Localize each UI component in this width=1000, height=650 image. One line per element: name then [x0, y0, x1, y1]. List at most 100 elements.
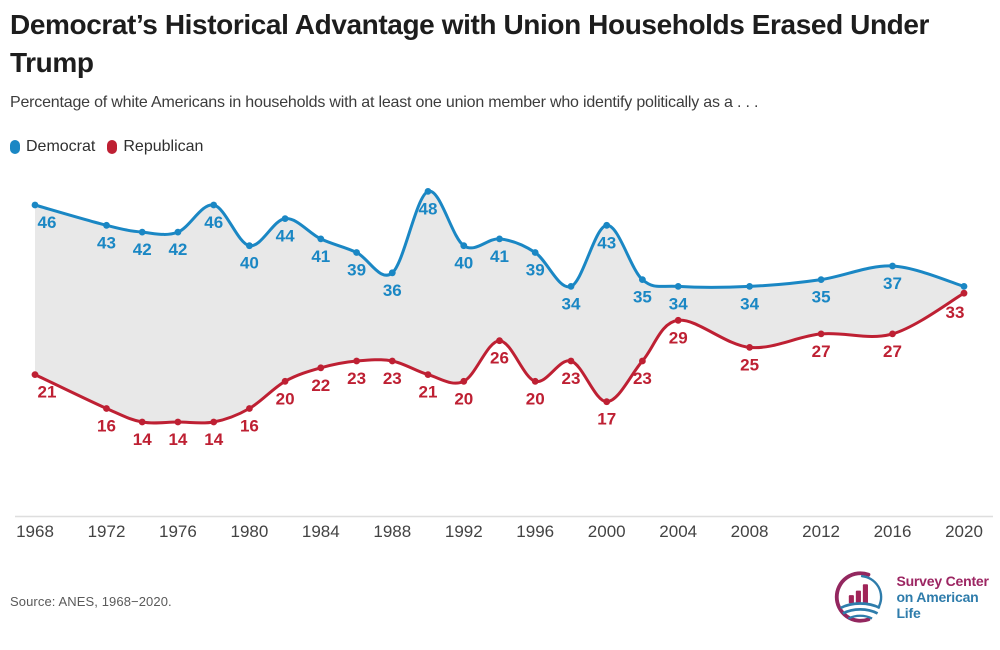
- republican-value-label: 14: [204, 430, 223, 449]
- democrat-point: [889, 262, 896, 270]
- x-tick-label: 1984: [302, 522, 340, 541]
- x-tick-label: 1968: [16, 522, 54, 541]
- democrat-point: [960, 283, 968, 290]
- chart-title: Democrat’s Historical Advantage with Uni…: [10, 9, 930, 78]
- republican-value-label: 23: [562, 369, 581, 388]
- republican-point: [424, 371, 432, 378]
- republican-point: [353, 357, 360, 365]
- democrat-point: [603, 221, 611, 229]
- republican-point: [746, 344, 753, 351]
- republican-value-label: 17: [597, 410, 616, 429]
- republican-point: [103, 405, 110, 412]
- x-tick-label: 2004: [659, 522, 697, 541]
- democrat-value-label: 34: [740, 294, 759, 313]
- line-chart: 46 43 42 42 46 40 44 41 39 36 48 40 41 39 34 43 35 34 34 35…: [15, 188, 993, 541]
- democrat-point: [424, 188, 432, 195]
- republican-value-label: 23: [383, 369, 402, 388]
- democrat-value-label: 39: [526, 261, 545, 280]
- x-tick-label: 2016: [874, 522, 912, 541]
- republican-value-label: 14: [168, 430, 187, 449]
- democrat-point: [317, 235, 325, 243]
- republican-value-label: 14: [133, 430, 152, 449]
- x-tick-label: 1988: [373, 522, 411, 541]
- republican-value-label: 20: [454, 389, 473, 408]
- legend-label-republican: Republican: [123, 138, 204, 155]
- republican-value-label: 23: [347, 369, 366, 388]
- republican-value-label: 21: [38, 383, 57, 402]
- republican-value-label: 33: [946, 303, 965, 322]
- democrat-point: [353, 249, 360, 256]
- democrat-value-label: 36: [383, 281, 402, 300]
- legend-label-democrat: Democrat: [26, 138, 96, 155]
- democrat-value-label: 44: [276, 227, 295, 246]
- republican-line: [33, 291, 966, 425]
- democrat-value-label: 41: [311, 247, 330, 266]
- republican-point: [31, 371, 39, 378]
- democrat-swatch-icon: [10, 140, 20, 154]
- republican-value-label: 22: [311, 376, 330, 395]
- democrat-point: [210, 201, 218, 209]
- republican-swatch-icon: [107, 140, 118, 154]
- democrat-value-label: 48: [419, 199, 438, 218]
- logo-text-line1: Survey Center: [896, 573, 989, 589]
- x-tick-label: 1976: [159, 522, 197, 541]
- x-tick-label: 2020: [945, 522, 983, 541]
- republican-point: [496, 337, 503, 345]
- republican-value-label: 16: [240, 417, 259, 436]
- x-tick-label: 1980: [230, 522, 268, 541]
- logo-text-line2: on American Life: [896, 589, 979, 621]
- republican-value-label: 23: [633, 369, 652, 388]
- democrat-value-label: 40: [240, 254, 259, 273]
- democrat-value-label: 46: [38, 213, 57, 232]
- republican-value-label: 20: [276, 389, 295, 408]
- source-note: Source: ANES, 1968−2020.: [10, 594, 172, 609]
- democrat-point: [674, 283, 682, 290]
- democrat-value-label: 42: [133, 240, 152, 259]
- democrat-value-label: 35: [812, 288, 831, 307]
- x-tick-label: 2008: [731, 522, 769, 541]
- democrat-value-label: 34: [562, 294, 581, 313]
- republican-point: [531, 377, 539, 385]
- democrat-point: [31, 201, 39, 209]
- democrat-value-label: 46: [204, 213, 223, 232]
- democrat-point: [460, 242, 468, 250]
- democrat-point: [639, 276, 646, 283]
- republican-point: [567, 357, 575, 365]
- legend-item-democrat: Democrat: [10, 138, 95, 156]
- republican-point: [138, 418, 146, 426]
- democrat-point: [817, 276, 825, 283]
- republican-value-label: 25: [740, 355, 759, 374]
- republican-value-label: 26: [490, 349, 509, 368]
- republican-value-label: 16: [97, 417, 116, 436]
- logo: Survey Center on American Life: [831, 566, 1000, 628]
- x-tick-label: 1972: [88, 522, 126, 541]
- republican-point: [210, 418, 218, 426]
- democrat-point: [496, 235, 503, 243]
- republican-point: [246, 405, 253, 412]
- republican-value-label: 21: [419, 383, 438, 402]
- democrat-point: [103, 221, 110, 229]
- democrat-value-label: 40: [454, 254, 473, 273]
- democrat-point: [746, 283, 753, 290]
- democrat-value-label: 39: [347, 261, 366, 280]
- republican-value-label: 27: [812, 342, 831, 361]
- democrat-point: [281, 215, 289, 223]
- republican-point: [388, 357, 396, 365]
- x-tick-label: 1992: [445, 522, 483, 541]
- republican-point: [317, 364, 325, 372]
- democrat-value-label: 42: [168, 240, 187, 259]
- republican-value-label: 27: [883, 342, 902, 361]
- democrat-value-label: 35: [633, 288, 652, 307]
- democrat-value-label: 34: [669, 294, 688, 313]
- republican-point: [603, 398, 611, 406]
- republican-point: [674, 316, 682, 324]
- gap-band: [35, 191, 964, 424]
- republican-point: [460, 377, 468, 385]
- republican-point: [281, 377, 289, 385]
- democrat-value-label: 41: [490, 247, 509, 266]
- logo-emblem-icon: [834, 571, 883, 623]
- democrat-point: [138, 228, 146, 236]
- democrat-value-label: 43: [597, 233, 616, 252]
- democrat-value-label: 37: [883, 274, 902, 293]
